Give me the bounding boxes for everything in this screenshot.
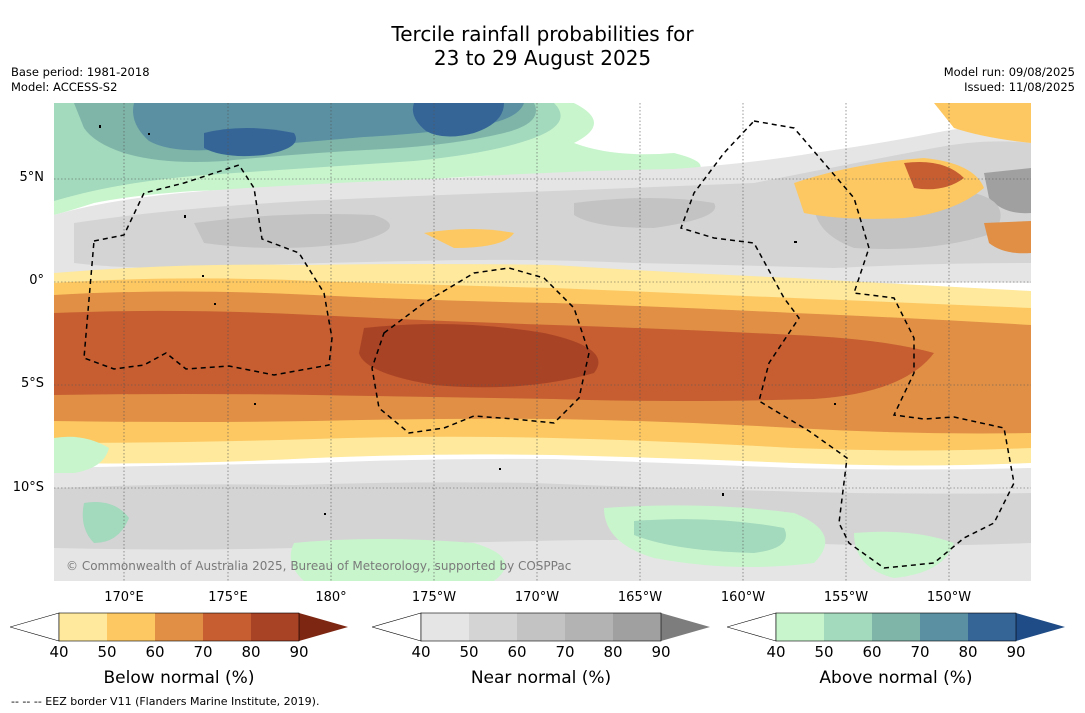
eez-border-kiribati-west	[83, 164, 333, 376]
lat-label-5s: 5°S	[20, 376, 44, 391]
meta-right: Model run: 09/08/2025 Issued: 11/08/2025	[944, 65, 1075, 95]
colorbar-below-normal	[8, 612, 350, 646]
cbar-below-seg-5	[251, 613, 299, 641]
colorbar-near-ticks: 40 50 60 70 80 90	[372, 643, 712, 661]
tick-near-60: 60	[507, 643, 527, 661]
lon-label-150w: 150°W	[926, 590, 972, 605]
cbar-above-seg-3	[872, 613, 920, 641]
tick-below-90: 90	[289, 643, 309, 661]
cbar-near-seg-4	[565, 613, 613, 641]
cbar-above-seg-2	[824, 613, 872, 641]
lon-label-175e: 175°E	[208, 590, 248, 605]
tick-above-70: 70	[910, 643, 930, 661]
tick-below-70: 70	[193, 643, 213, 661]
cbar-below-seg-1	[59, 613, 107, 641]
cbar-near-seg-3	[517, 613, 565, 641]
meta-left: Base period: 1981-2018 Model: ACCESS-S2	[11, 65, 150, 95]
colorbar-below-label: Below normal (%)	[103, 668, 255, 688]
eez-borders	[83, 120, 1015, 569]
tick-above-60: 60	[862, 643, 882, 661]
lat-label-0: 0°	[29, 273, 44, 288]
tick-above-80: 80	[958, 643, 978, 661]
near-normal-70-patch-2	[574, 198, 716, 228]
title-line-2: 23 to 29 August 2025	[433, 46, 652, 70]
cbar-below-arrow-low	[8, 612, 60, 642]
cbar-near-arrow-low	[370, 612, 422, 642]
tick-below-40: 40	[49, 643, 69, 661]
map-canvas	[54, 103, 1031, 581]
cbar-above-seg-5	[968, 613, 1016, 641]
colorbar-below-normal-svg	[8, 612, 348, 642]
cbar-below-seg-3	[155, 613, 203, 641]
tick-below-60: 60	[145, 643, 165, 661]
above-normal-south-1b	[634, 519, 786, 553]
cbar-above-seg-4	[920, 613, 968, 641]
near-normal-70-patch	[194, 214, 390, 248]
lon-label-170e: 170°E	[104, 590, 144, 605]
cbar-above-arrow-high	[1016, 613, 1065, 641]
tick-below-80: 80	[241, 643, 261, 661]
cbar-above-seg-1	[776, 613, 824, 641]
base-period: Base period: 1981-2018	[11, 65, 150, 79]
eez-border-tuvalu	[371, 267, 590, 434]
cbar-near-seg-2	[469, 613, 517, 641]
islands	[99, 125, 836, 515]
lon-label-155w: 155°W	[823, 590, 869, 605]
map-title: Tercile rainfall probabilities for 23 to…	[0, 22, 1085, 70]
lon-label-175w: 175°W	[411, 590, 457, 605]
probability-map	[54, 103, 1031, 581]
tick-near-70: 70	[555, 643, 575, 661]
tick-near-80: 80	[603, 643, 623, 661]
model-run: Model run: 09/08/2025	[943, 65, 1075, 79]
copyright-notice: © Commonwealth of Australia 2025, Bureau…	[66, 559, 572, 573]
lon-label-180: 180°	[315, 590, 347, 605]
below-normal-80	[359, 324, 599, 388]
lon-label-165w: 165°W	[617, 590, 663, 605]
above-normal-80	[412, 103, 504, 137]
below-normal-east-patch-70	[904, 162, 964, 190]
above-normal-south-2	[290, 539, 506, 581]
cbar-below-seg-2	[107, 613, 155, 641]
colorbar-above-ticks: 40 50 60 70 80 90	[727, 643, 1067, 661]
tick-above-90: 90	[1006, 643, 1026, 661]
below-normal-east-patch-60	[984, 221, 1031, 254]
below-normal-small-patch	[424, 229, 514, 248]
near-normal-80-patch	[984, 168, 1031, 214]
issued-date: Issued: 11/08/2025	[964, 80, 1075, 94]
tick-near-40: 40	[411, 643, 431, 661]
colorbar-near-label: Near normal (%)	[470, 668, 612, 688]
tick-near-90: 90	[651, 643, 671, 661]
tick-below-50: 50	[97, 643, 117, 661]
colorbar-below-ticks: 40 50 60 70 80 90	[10, 643, 350, 661]
title-line-1: Tercile rainfall probabilities for	[391, 22, 694, 46]
above-normal-80b	[204, 128, 296, 157]
lat-label-5n: 5°N	[19, 170, 45, 185]
colorbar-above-normal	[725, 612, 1067, 646]
cbar-above-arrow-low	[725, 612, 777, 642]
lon-label-170w: 170°W	[514, 590, 560, 605]
cbar-near-arrow-high	[661, 613, 710, 641]
cbar-below-seg-4	[203, 613, 251, 641]
colorbar-above-label: Above normal (%)	[819, 668, 973, 688]
lon-label-160w: 160°W	[720, 590, 766, 605]
tick-near-50: 50	[459, 643, 479, 661]
above-normal-south-5	[854, 531, 954, 578]
model-name: Model: ACCESS-S2	[11, 80, 118, 94]
cbar-near-seg-1	[421, 613, 469, 641]
colorbar-above-normal-svg	[725, 612, 1065, 642]
eez-footnote: -- -- -- EEZ border V11 (Flanders Marine…	[11, 695, 320, 708]
cbar-below-arrow-high	[299, 613, 348, 641]
above-normal-south-4	[82, 502, 129, 543]
colorbar-near-normal	[370, 612, 712, 646]
below-normal-ne-top	[934, 103, 1031, 143]
cbar-near-seg-5	[613, 613, 661, 641]
above-normal-south-3	[54, 436, 109, 473]
tick-above-50: 50	[814, 643, 834, 661]
lat-label-10s: 10°S	[12, 480, 44, 495]
colorbar-near-normal-svg	[370, 612, 710, 642]
tick-above-40: 40	[766, 643, 786, 661]
